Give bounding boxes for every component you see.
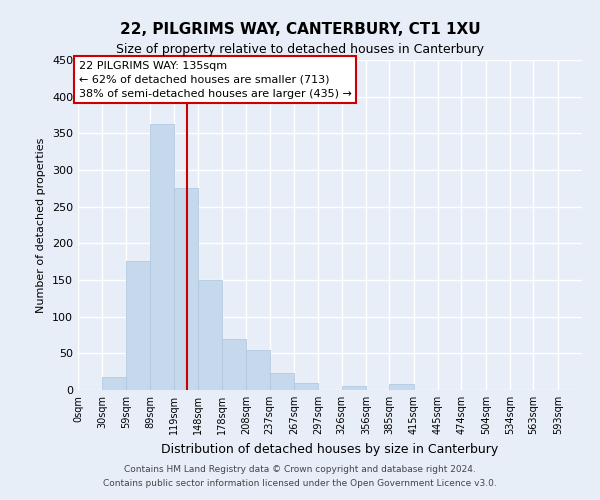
Bar	[198, 280, 222, 390]
Bar	[270, 373, 294, 390]
Bar	[294, 384, 318, 390]
Bar	[174, 188, 198, 390]
Bar	[222, 338, 246, 390]
Bar	[102, 377, 126, 390]
Bar	[150, 124, 174, 390]
Bar	[246, 350, 270, 390]
Text: Size of property relative to detached houses in Canterbury: Size of property relative to detached ho…	[116, 42, 484, 56]
Bar	[389, 384, 414, 390]
Text: Contains HM Land Registry data © Crown copyright and database right 2024.
Contai: Contains HM Land Registry data © Crown c…	[103, 466, 497, 487]
Text: 22 PILGRIMS WAY: 135sqm
← 62% of detached houses are smaller (713)
38% of semi-d: 22 PILGRIMS WAY: 135sqm ← 62% of detache…	[79, 60, 352, 98]
Bar	[126, 261, 150, 390]
Bar	[342, 386, 366, 390]
Text: 22, PILGRIMS WAY, CANTERBURY, CT1 1XU: 22, PILGRIMS WAY, CANTERBURY, CT1 1XU	[119, 22, 481, 38]
X-axis label: Distribution of detached houses by size in Canterbury: Distribution of detached houses by size …	[161, 442, 499, 456]
Y-axis label: Number of detached properties: Number of detached properties	[37, 138, 46, 312]
